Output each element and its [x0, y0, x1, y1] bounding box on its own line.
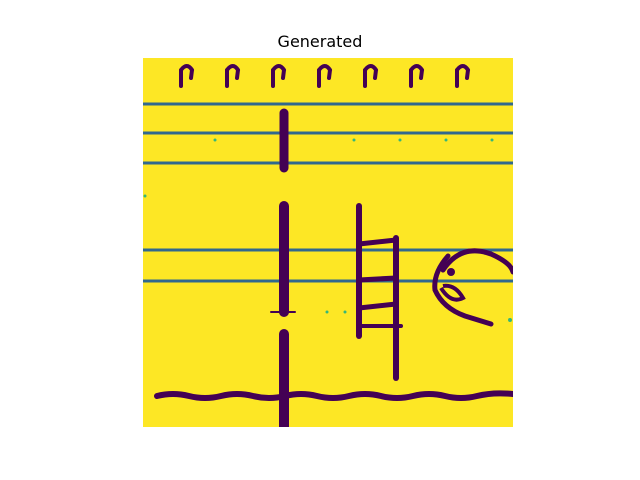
hook-mark [409, 64, 424, 88]
dot [398, 138, 402, 142]
hook-mark [317, 64, 332, 88]
generated-image [143, 58, 513, 427]
figure-title: Generated [277, 32, 363, 51]
dot [444, 138, 448, 142]
ink-curve [432, 253, 494, 327]
dot [490, 138, 494, 142]
hook-mark [363, 64, 378, 88]
hook-marks [179, 64, 470, 88]
ink-stroke [356, 301, 399, 311]
hook-mark [271, 64, 286, 88]
ink-stroke [356, 237, 399, 247]
curl-glyph [432, 248, 513, 327]
dot [352, 138, 356, 142]
ink-curve [439, 283, 466, 302]
speck [143, 194, 147, 198]
hook-mark [455, 64, 470, 88]
image-background [143, 58, 513, 427]
faint-dots [213, 138, 494, 142]
dot [213, 138, 217, 142]
edge-specks [143, 194, 512, 322]
ink-stroke [356, 275, 399, 283]
hook-mark [179, 64, 194, 88]
speck [325, 310, 329, 314]
ink-dot [447, 268, 455, 276]
ink-curve [440, 248, 513, 275]
wavy-baseline [154, 390, 513, 401]
hook-mark [225, 64, 240, 88]
ink-strokes [270, 108, 403, 427]
speck [508, 318, 512, 322]
generated-image-canvas [143, 58, 513, 427]
speck [343, 310, 347, 314]
staff-lines [143, 102, 513, 283]
